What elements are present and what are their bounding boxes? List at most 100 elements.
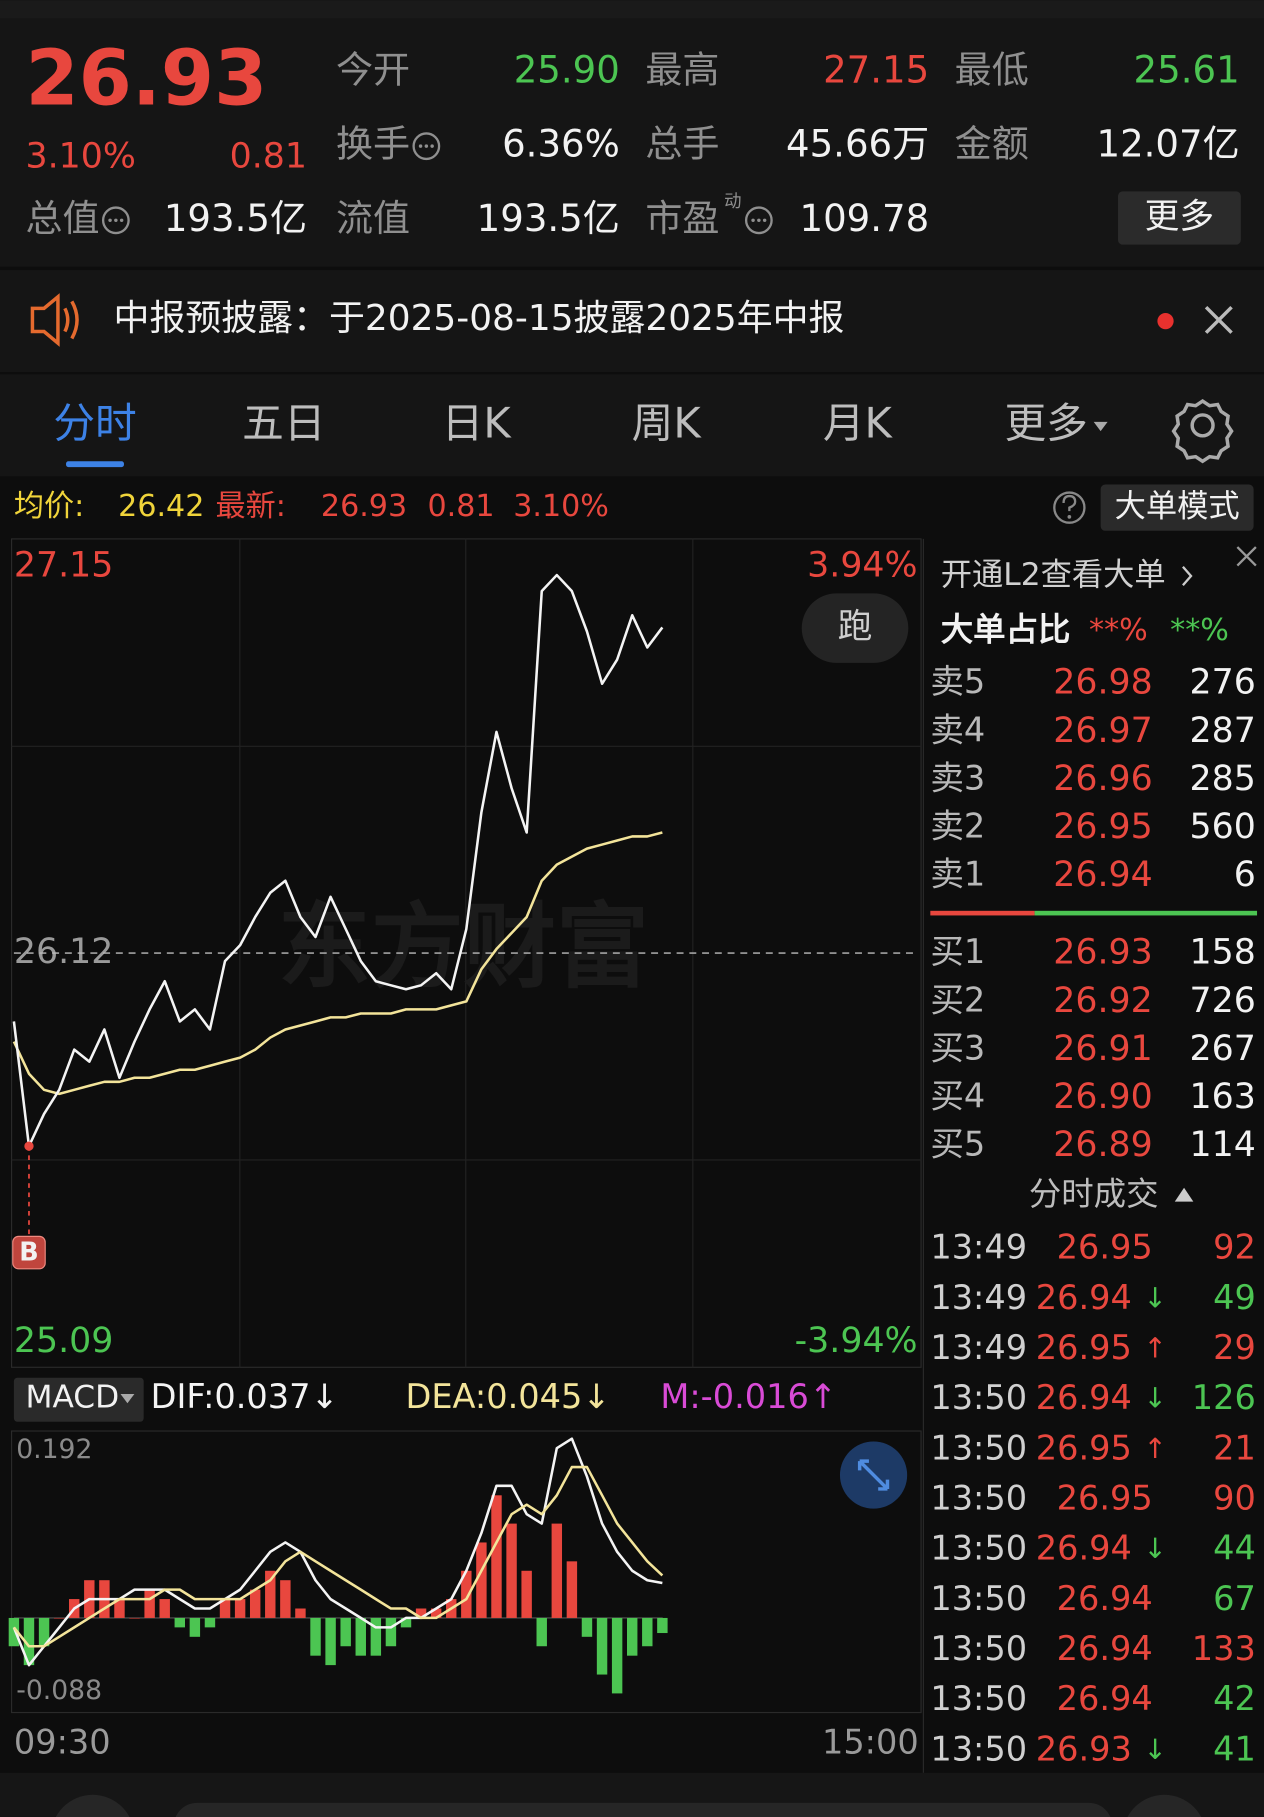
trade-price: 26.94	[1057, 1679, 1153, 1718]
trade-price: 26.95	[1057, 1478, 1153, 1517]
sort-arrow	[1174, 1187, 1194, 1202]
macd-bar	[626, 1617, 638, 1656]
macd-bar	[219, 1599, 231, 1618]
bottom-button[interactable]	[51, 1794, 134, 1817]
y-tick-label: 0.192	[16, 1434, 92, 1465]
series-line	[12, 1437, 663, 1667]
tab[interactable]: 五日	[242, 399, 325, 448]
macd-bar	[642, 1617, 653, 1647]
run-button[interactable]	[801, 593, 909, 663]
trade-price: 26.94	[1036, 1278, 1132, 1317]
ratio-label: 大单占比	[941, 611, 1071, 649]
book-price: 26.98	[1053, 663, 1152, 703]
macd-bar	[566, 1561, 578, 1618]
trade-volume: 126	[1192, 1378, 1256, 1417]
book-price: 26.97	[1053, 711, 1152, 751]
book-volume: 276	[1190, 663, 1256, 703]
last-price: 26.93	[25, 35, 267, 124]
book-label: 卖3	[930, 758, 985, 797]
macd-bar	[355, 1617, 366, 1656]
book-price: 26.92	[1053, 981, 1152, 1021]
trade-time: 13:50	[930, 1529, 1027, 1568]
trade-price: 26.94	[1057, 1629, 1153, 1668]
change-pct: 3.10%	[25, 137, 135, 177]
info-dot	[762, 218, 767, 223]
field-value: 6.36%	[502, 123, 620, 166]
settings-icon[interactable]	[1171, 398, 1234, 464]
dropdown-arrow	[1093, 421, 1108, 432]
indicator-label: MACD	[25, 1380, 119, 1416]
ratio-down: **%	[1170, 613, 1229, 648]
tab-bar	[0, 374, 1264, 477]
macd-bar	[476, 1542, 487, 1618]
avg-value: 26.42	[118, 489, 204, 524]
trade-time: 13:49	[930, 1278, 1027, 1317]
macd-bar	[280, 1580, 291, 1618]
run-label: 跑	[838, 607, 873, 647]
info-dot	[108, 218, 112, 223]
book-volume: 560	[1190, 807, 1256, 847]
macd-bar	[491, 1495, 502, 1618]
macd-bar	[415, 1608, 427, 1618]
info-icon[interactable]	[412, 132, 441, 161]
help-icon[interactable]	[1053, 491, 1086, 524]
trade-price: 26.95	[1057, 1228, 1153, 1267]
mode-button[interactable]	[1100, 484, 1254, 531]
book-volume: 726	[1190, 981, 1256, 1021]
bottom-input[interactable]	[174, 1802, 1112, 1817]
tab[interactable]: 更多	[1005, 399, 1088, 448]
trade-price: 26.94	[1036, 1529, 1132, 1568]
macd-bar	[53, 1617, 65, 1619]
tab[interactable]: 周K	[632, 399, 703, 448]
macd-bar	[370, 1617, 382, 1656]
macd-bar	[611, 1617, 623, 1694]
bottom-button[interactable]	[1123, 1794, 1206, 1817]
book-price: 26.93	[1053, 933, 1152, 973]
trade-time: 13:50	[930, 1729, 1027, 1768]
close-icon[interactable]	[1204, 305, 1233, 334]
book-volume: 158	[1190, 933, 1256, 973]
tab[interactable]: 月K	[823, 399, 894, 448]
last-pct: 3.10%	[513, 489, 609, 524]
trade-time: 13:49	[930, 1328, 1027, 1367]
field-label: 总手	[645, 123, 719, 166]
notice-bar[interactable]	[0, 270, 1264, 373]
trade-price: 26.95	[1036, 1428, 1132, 1467]
macd-bar	[8, 1617, 20, 1647]
trade-flag: ↑	[1143, 1331, 1166, 1364]
l2-link[interactable]: 开通L2查看大单	[941, 557, 1166, 593]
trade-time: 13:50	[930, 1428, 1027, 1467]
close-icon[interactable]	[1236, 546, 1257, 567]
field-value: 25.90	[514, 49, 620, 92]
legend-entry: M:-0.016↑	[660, 1377, 837, 1416]
trade-volume: 42	[1213, 1679, 1256, 1718]
field-value: 12.07亿	[1096, 123, 1239, 166]
mode-label: 大单模式	[1115, 489, 1240, 525]
trade-flag: ↓	[1143, 1532, 1166, 1565]
trade-volume: 49	[1213, 1278, 1256, 1317]
book-label: 买5	[930, 1125, 985, 1164]
info-icon[interactable]	[101, 206, 130, 235]
tab[interactable]: 分时	[53, 399, 136, 448]
info-icon[interactable]	[744, 206, 773, 235]
indicator-select[interactable]	[13, 1377, 144, 1422]
trade-flag: ↓	[1143, 1281, 1166, 1314]
trade-flag: ↑	[1143, 1432, 1166, 1465]
top-bar	[0, 0, 1264, 19]
buy-label: B	[19, 1238, 38, 1268]
macd-bar	[295, 1608, 306, 1618]
more-label: 更多	[1145, 197, 1215, 237]
book-label: 卖2	[930, 806, 985, 845]
y-tick-label: 26.12	[14, 932, 113, 972]
macd-bar	[174, 1617, 186, 1628]
info-dot	[114, 218, 118, 223]
macd-bar	[159, 1599, 170, 1618]
y-tick-label: -0.088	[16, 1675, 102, 1706]
trade-volume: 67	[1213, 1579, 1256, 1618]
trade-volume: 29	[1213, 1328, 1256, 1367]
more-button[interactable]	[1118, 191, 1241, 245]
field-label: 金额	[955, 123, 1029, 166]
book-price: 26.95	[1053, 807, 1152, 847]
tab[interactable]: 日K	[442, 399, 513, 448]
